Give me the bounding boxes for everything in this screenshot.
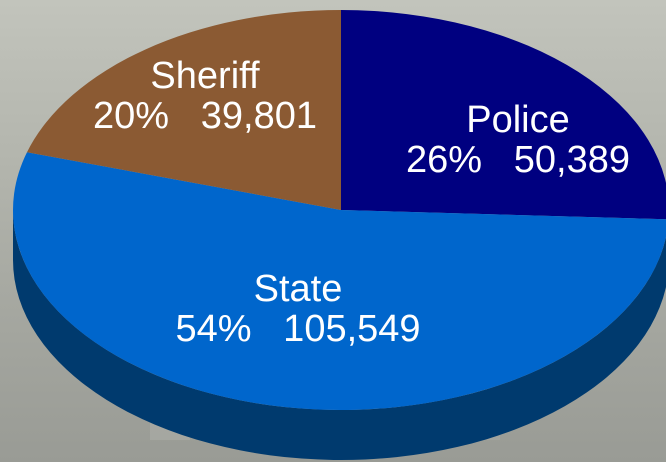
slice-label-sheriff: Sheriff 20% 39,801 <box>55 56 355 136</box>
slice-value-police: 26% 50,389 <box>406 139 630 181</box>
slice-label-police: Police 26% 50,389 <box>368 100 666 180</box>
pie-side-walls <box>13 210 666 460</box>
slice-value-state: 54% 105,549 <box>175 308 421 350</box>
slice-name-state: State <box>253 268 343 310</box>
slice-label-state: State 54% 105,549 <box>138 269 458 349</box>
slice-name-sheriff: Sheriff <box>150 55 260 97</box>
slice-side-state <box>13 210 666 460</box>
slice-state <box>13 152 666 410</box>
slice-value-sheriff: 20% 39,801 <box>93 95 317 137</box>
slice-police <box>341 10 666 220</box>
slice-sheriff <box>26 9 342 210</box>
pie-top-faces <box>13 9 666 410</box>
slice-name-police: Police <box>466 99 570 141</box>
